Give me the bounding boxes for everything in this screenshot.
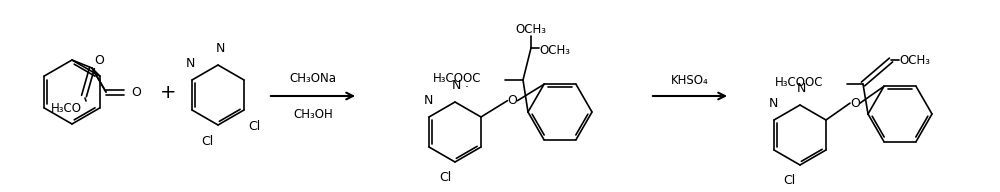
Text: KHSO₄: KHSO₄ xyxy=(671,74,709,87)
Text: +: + xyxy=(160,83,176,102)
Text: O: O xyxy=(94,54,104,66)
Text: CH₃OH: CH₃OH xyxy=(293,108,333,121)
Text: N: N xyxy=(423,94,433,107)
Text: N: N xyxy=(215,42,225,55)
Text: Cl: Cl xyxy=(784,174,796,187)
Text: Cl: Cl xyxy=(248,120,260,133)
Text: O: O xyxy=(131,85,141,98)
Text: CH₃ONa: CH₃ONa xyxy=(290,71,336,84)
Text: H₃COOC: H₃COOC xyxy=(774,75,823,89)
Text: N: N xyxy=(185,57,195,70)
Text: N: N xyxy=(768,97,778,110)
Text: N: N xyxy=(796,82,806,95)
Text: OCH₃: OCH₃ xyxy=(899,54,930,66)
Text: N: N xyxy=(451,79,461,92)
Text: O: O xyxy=(850,97,860,110)
Text: ·: · xyxy=(465,81,469,94)
Text: OCH₃: OCH₃ xyxy=(539,44,570,56)
Text: O: O xyxy=(508,94,517,107)
Text: Cl: Cl xyxy=(439,171,451,184)
Text: H₃CO: H₃CO xyxy=(51,103,82,116)
Text: Cl: Cl xyxy=(202,135,214,148)
Text: H₃COOC: H₃COOC xyxy=(432,71,481,84)
Text: OCH₃: OCH₃ xyxy=(516,23,546,36)
